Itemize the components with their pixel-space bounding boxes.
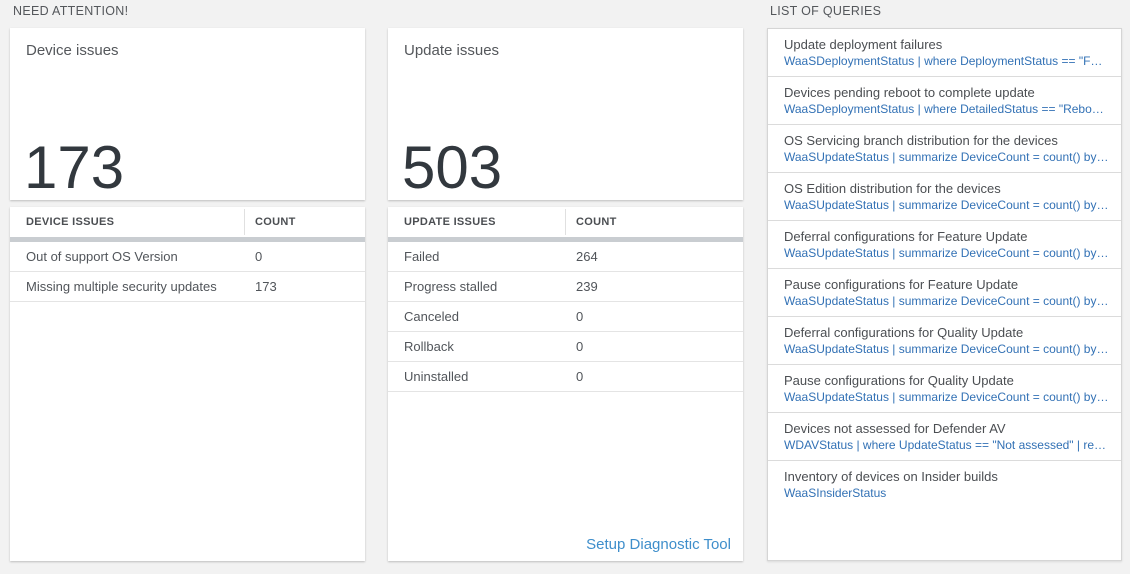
query-text: WDAVStatus | where UpdateStatus == "Not …: [784, 438, 1109, 452]
query-item[interactable]: Inventory of devices on Insider builds W…: [768, 461, 1121, 508]
row-label: Progress stalled: [404, 279, 498, 294]
query-text: WaaSUpdateStatus | summarize DeviceCount…: [784, 342, 1109, 356]
query-text: WaaSUpdateStatus | summarize DeviceCount…: [784, 390, 1109, 404]
query-title: Deferral configurations for Feature Upda…: [784, 229, 1028, 244]
query-title: Devices not assessed for Defender AV: [784, 421, 1006, 436]
column-header-update-issues: UPDATE ISSUES: [404, 216, 496, 228]
row-count: 173: [255, 279, 277, 294]
query-item[interactable]: Pause configurations for Feature Update …: [768, 269, 1121, 317]
section-header-need-attention: NEED ATTENTION!: [13, 4, 129, 18]
row-label: Missing multiple security updates: [26, 279, 217, 294]
update-issues-count: 503: [402, 134, 503, 201]
row-label: Uninstalled: [404, 369, 469, 384]
query-item[interactable]: Pause configurations for Quality Update …: [768, 365, 1121, 413]
need-attention-column-1: NEED ATTENTION! Device issues 173 DEVICE…: [10, 0, 365, 574]
query-title: Inventory of devices on Insider builds: [784, 469, 998, 484]
table-row[interactable]: Progress stalled 239: [388, 272, 743, 302]
query-text: WaaSDeploymentStatus | where DeploymentS…: [784, 54, 1109, 68]
row-count: 0: [576, 369, 584, 384]
device-issues-tile[interactable]: Device issues 173: [10, 28, 365, 200]
table-header-bar: [10, 237, 365, 242]
row-label: Failed: [404, 249, 440, 264]
section-header-list-of-queries: LIST OF QUERIES: [770, 4, 882, 18]
query-title: Deferral configurations for Quality Upda…: [784, 325, 1024, 340]
query-title: Devices pending reboot to complete updat…: [784, 85, 1035, 100]
table-header-row: UPDATE ISSUES COUNT: [388, 207, 743, 237]
tile-title: Device issues: [26, 42, 119, 59]
query-title: OS Edition distribution for the devices: [784, 181, 1001, 196]
table-row[interactable]: Canceled 0: [388, 302, 743, 332]
column-header-device-issues: DEVICE ISSUES: [26, 216, 115, 228]
column-header-count: COUNT: [576, 216, 617, 228]
table-row[interactable]: Failed 264: [388, 242, 743, 272]
column-divider: [565, 209, 566, 235]
tile-title: Update issues: [404, 42, 500, 59]
query-text: WaaSUpdateStatus | summarize DeviceCount…: [784, 198, 1109, 212]
query-item[interactable]: Deferral configurations for Quality Upda…: [768, 317, 1121, 365]
list-of-queries-column: LIST OF QUERIES Update deployment failur…: [767, 0, 1122, 574]
query-item[interactable]: OS Servicing branch distribution for the…: [768, 125, 1121, 173]
query-item[interactable]: Devices pending reboot to complete updat…: [768, 77, 1121, 125]
query-title: OS Servicing branch distribution for the…: [784, 133, 1058, 148]
row-count: 0: [576, 309, 584, 324]
query-item[interactable]: OS Edition distribution for the devices …: [768, 173, 1121, 221]
query-text: WaaSInsiderStatus: [784, 486, 887, 500]
row-count: 0: [255, 249, 263, 264]
query-title: Pause configurations for Quality Update: [784, 373, 1014, 388]
setup-diagnostic-tool-link[interactable]: Setup Diagnostic Tool: [586, 536, 731, 553]
table-row[interactable]: Rollback 0: [388, 332, 743, 362]
query-item[interactable]: Deferral configurations for Feature Upda…: [768, 221, 1121, 269]
table-row[interactable]: Missing multiple security updates 173: [10, 272, 365, 302]
row-label: Canceled: [404, 309, 459, 324]
row-count: 0: [576, 339, 584, 354]
query-item[interactable]: Update deployment failures WaaSDeploymen…: [768, 29, 1121, 77]
table-header-bar: [388, 237, 743, 242]
table-row[interactable]: Uninstalled 0: [388, 362, 743, 392]
table-header-row: DEVICE ISSUES COUNT: [10, 207, 365, 237]
row-count: 239: [576, 279, 598, 294]
query-text: WaaSUpdateStatus | summarize DeviceCount…: [784, 246, 1109, 260]
update-issues-tile[interactable]: Update issues 503: [388, 28, 743, 200]
table-row[interactable]: Out of support OS Version 0: [10, 242, 365, 272]
query-text: WaaSDeploymentStatus | where DetailedSta…: [784, 102, 1109, 116]
row-count: 264: [576, 249, 598, 264]
query-text: WaaSUpdateStatus | summarize DeviceCount…: [784, 150, 1109, 164]
query-list-panel: Update deployment failures WaaSDeploymen…: [767, 28, 1122, 561]
column-divider: [244, 209, 245, 235]
query-title: Pause configurations for Feature Update: [784, 277, 1019, 292]
column-header-count: COUNT: [255, 216, 296, 228]
query-item[interactable]: Devices not assessed for Defender AV WDA…: [768, 413, 1121, 461]
row-label: Out of support OS Version: [26, 249, 178, 264]
update-issues-table: UPDATE ISSUES COUNT Failed 264 Progress …: [388, 207, 743, 561]
need-attention-column-2: Update issues 503 UPDATE ISSUES COUNT Fa…: [388, 0, 743, 574]
device-issues-table: DEVICE ISSUES COUNT Out of support OS Ve…: [10, 207, 365, 561]
row-label: Rollback: [404, 339, 454, 354]
query-title: Update deployment failures: [784, 37, 943, 52]
query-text: WaaSUpdateStatus | summarize DeviceCount…: [784, 294, 1109, 308]
device-issues-count: 173: [24, 134, 125, 201]
